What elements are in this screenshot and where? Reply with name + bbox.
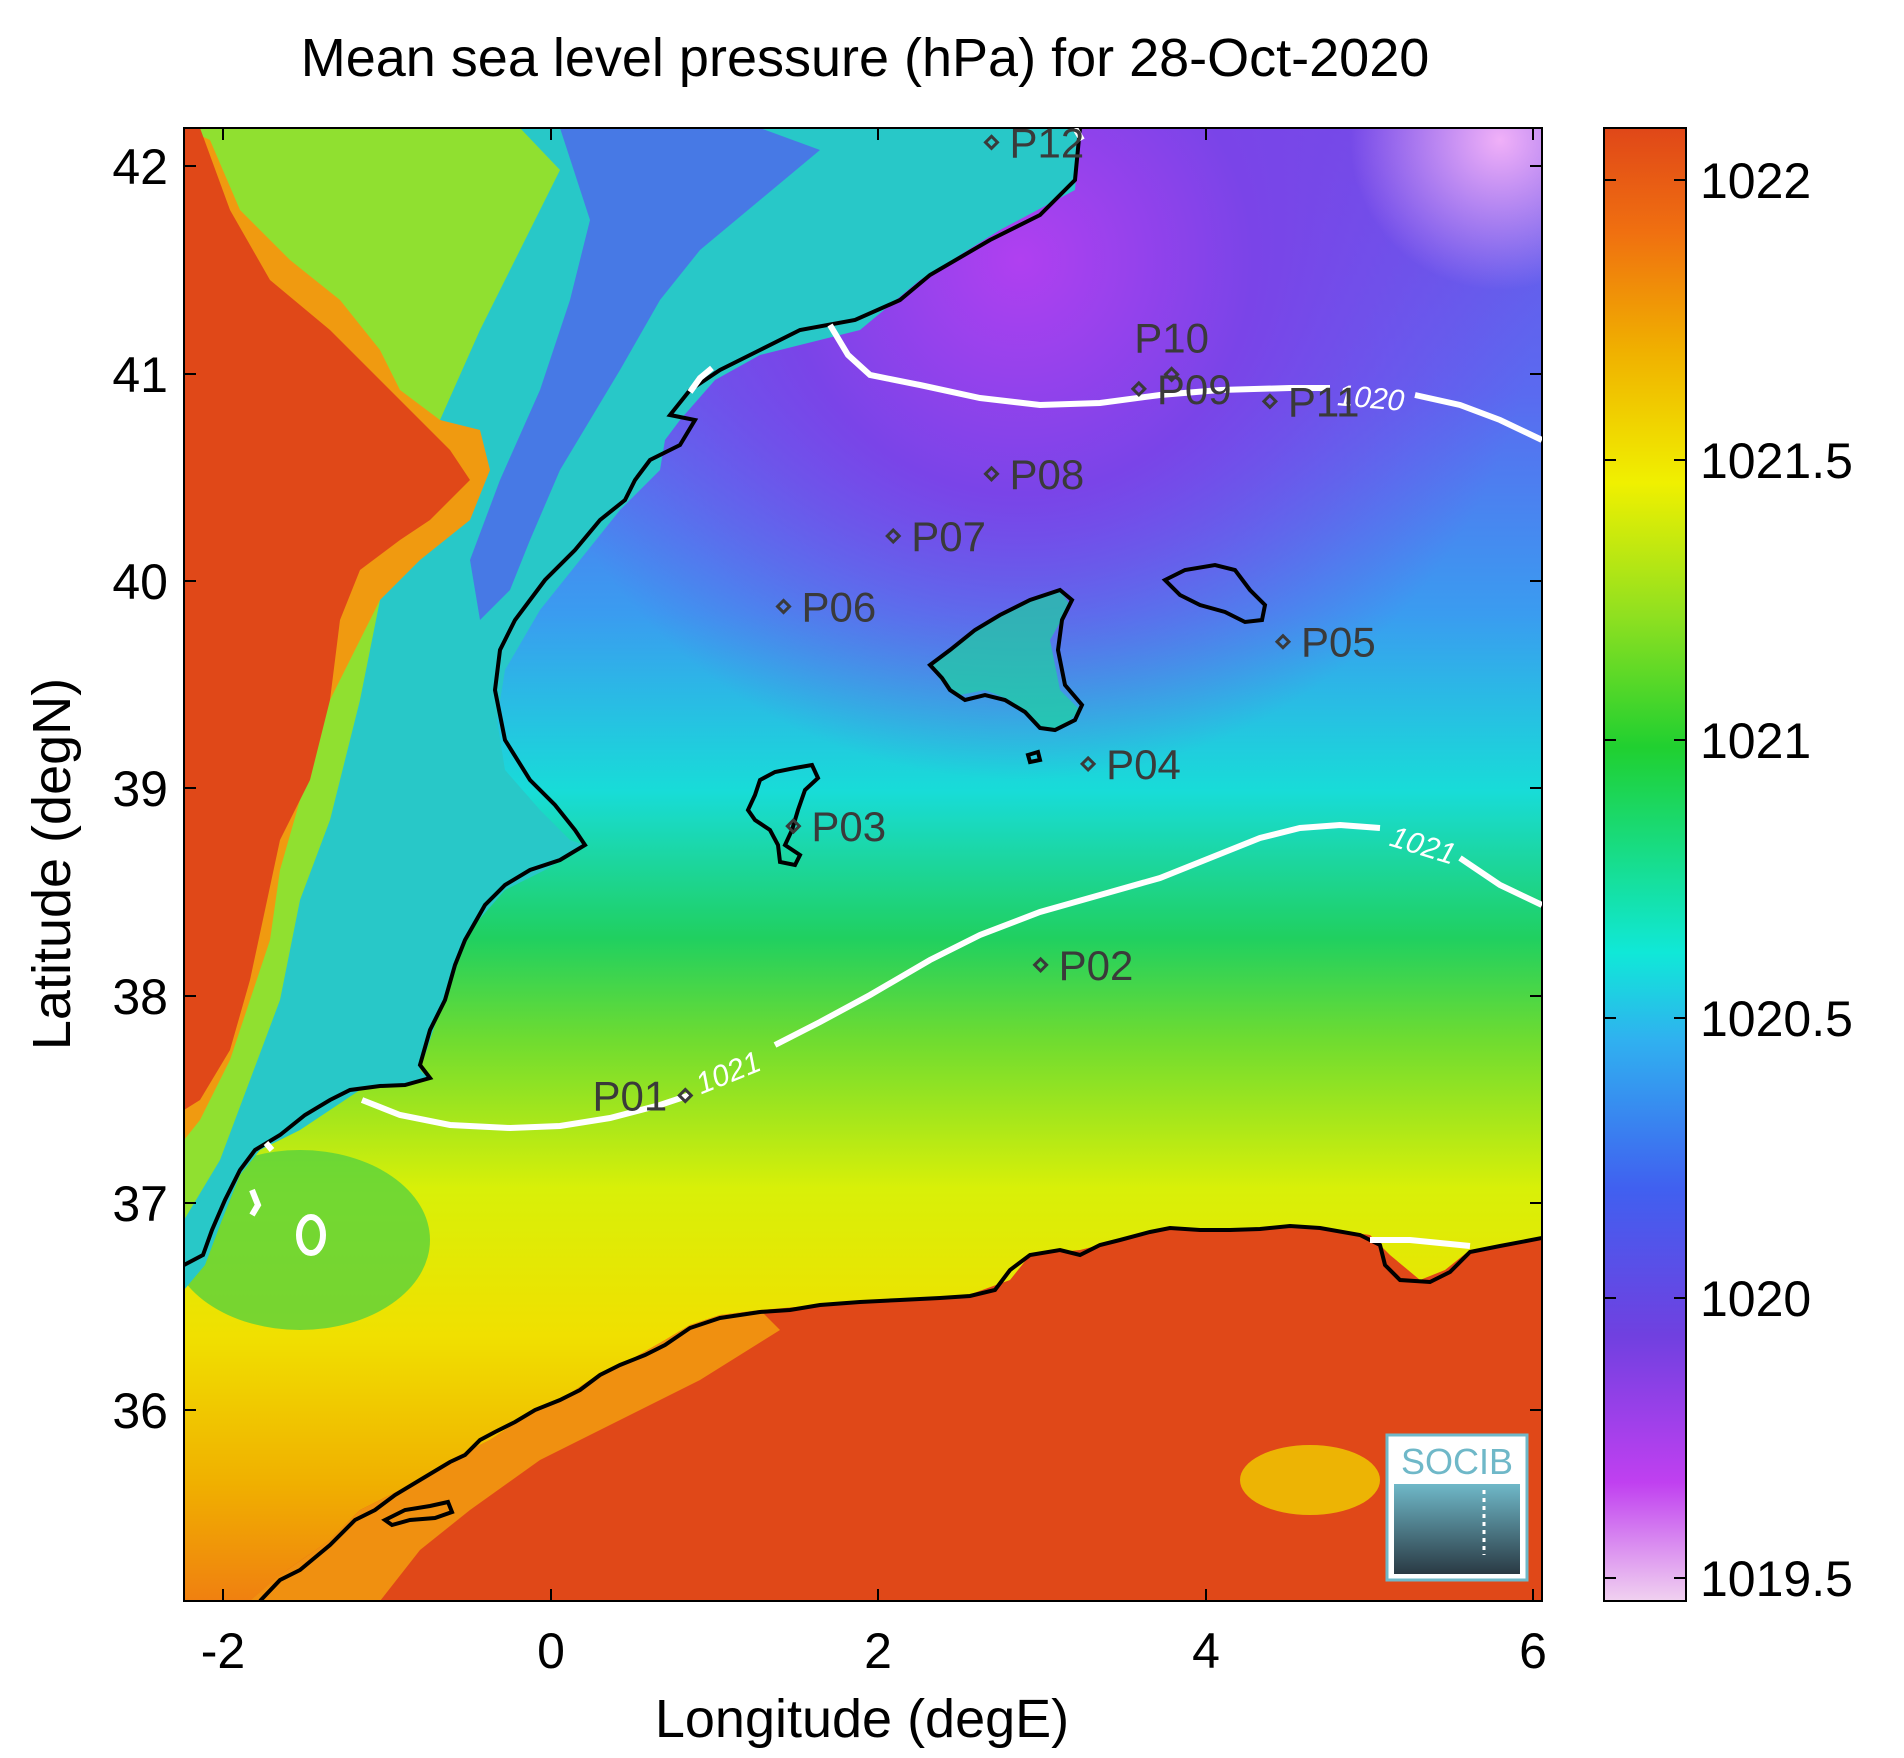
- station-label: P05: [1301, 619, 1376, 666]
- menorca-coastline: [1161, 562, 1268, 625]
- chart-title: Mean sea level pressure (hPa) for 28-Oct…: [301, 28, 1430, 88]
- station-marker: [677, 1087, 694, 1104]
- cabrera-coastline: [1025, 749, 1043, 765]
- isobar-frag-west: [249, 1141, 275, 1217]
- colorbar-tick-label: 1021: [1700, 713, 1811, 769]
- station-label: P08: [1009, 451, 1084, 498]
- x-axis: -2 0 2 4 6 Longitude (degE): [201, 128, 1547, 1749]
- colorbar-tick-label: 1020.5: [1700, 991, 1853, 1047]
- mallorca-coastline: [927, 587, 1085, 733]
- ibiza-coastline: [745, 762, 821, 868]
- alboran-islet: [381, 1499, 455, 1528]
- station-label: P06: [802, 583, 877, 630]
- station-marker: [983, 465, 1000, 482]
- station-marker: [785, 817, 802, 835]
- y-tick-label: 41: [112, 347, 168, 403]
- station-label: P03: [811, 803, 886, 850]
- coastlines: [184, 128, 1542, 1601]
- isobar-label-1020: 1020: [1336, 379, 1406, 418]
- station-marker: [1274, 633, 1292, 650]
- station-marker: [1079, 755, 1097, 773]
- station-marker: [983, 134, 1000, 151]
- x-tick-label: 2: [864, 1623, 892, 1679]
- x-tick-label: 4: [1192, 1623, 1220, 1679]
- x-tick-label: -2: [201, 1623, 245, 1679]
- station-label: P07: [911, 513, 986, 560]
- isobar-frag-north: [687, 128, 1085, 394]
- station-label: P11: [1288, 378, 1360, 425]
- y-tick-label: 40: [112, 554, 168, 610]
- y-tick-label: 38: [112, 969, 168, 1025]
- station-marker: [885, 527, 902, 545]
- pressure-field: [184, 128, 1542, 1601]
- socib-logo-text: SOCIB: [1401, 1441, 1513, 1482]
- isobar-1021-south: [1370, 1237, 1471, 1249]
- y-axis-label: Latitude (degN): [22, 678, 82, 1050]
- station-marker: [1163, 366, 1180, 383]
- station-marker: [1130, 380, 1147, 398]
- station-marker: [775, 598, 792, 615]
- africa-coastline: [258, 1223, 1542, 1601]
- colorbar-gradient: [1603, 127, 1687, 1602]
- colorbar-tick-label: 1020: [1700, 1271, 1811, 1327]
- station-label: P01: [593, 1072, 668, 1119]
- station-label: P10: [1134, 314, 1209, 361]
- africa-land: [184, 1225, 1542, 1601]
- x-tick-label: 0: [537, 1623, 565, 1679]
- map-frame: [183, 127, 1543, 1602]
- isobar-ring: [296, 1214, 326, 1256]
- y-axis: 42 41 40 39 38 37 36 Latitude (degN): [22, 139, 1542, 1439]
- x-axis-label: Longitude (degE): [655, 1689, 1069, 1749]
- colorbar-tick-label: 1019.5: [1700, 1551, 1853, 1607]
- colorbar: 1022 1021.5 1021 1020.5 1020 1019.5: [1603, 127, 1853, 1607]
- y-tick-label: 37: [112, 1176, 168, 1232]
- station-label: P09: [1157, 366, 1232, 413]
- isobars: [249, 128, 1542, 1256]
- socib-logo: SOCIB: [1385, 1433, 1529, 1582]
- x-tick-label: 6: [1519, 1623, 1547, 1679]
- station-label: P04: [1106, 741, 1181, 788]
- station-markers: P01 P02 P03 P04 P05 P06 P07 P08 P09 P10 P11 P12: [593, 119, 1376, 1119]
- isobar-1021-main: [360, 821, 1542, 1132]
- colorbar-tick-label: 1022: [1700, 153, 1811, 209]
- iberia-coastline: [184, 128, 1082, 1267]
- station-label: P02: [1059, 942, 1134, 989]
- isobar-1020: [827, 323, 1542, 443]
- y-tick-label: 42: [112, 139, 168, 195]
- station-label: P12: [1009, 119, 1084, 166]
- station-marker: [1261, 393, 1278, 410]
- station-marker: [1032, 956, 1049, 974]
- colorbar-tick-label: 1021.5: [1700, 433, 1853, 489]
- y-tick-label: 39: [112, 761, 168, 817]
- y-tick-label: 36: [112, 1383, 168, 1439]
